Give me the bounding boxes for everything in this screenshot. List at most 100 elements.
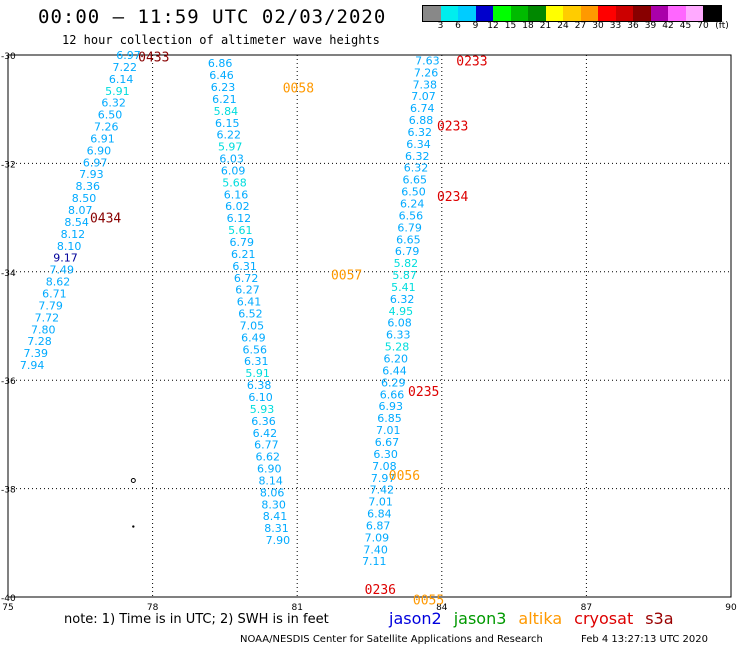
swh-value-label: 6.08 <box>387 317 412 330</box>
y-tick-label: -36 <box>1 377 16 387</box>
swh-value-label: 7.28 <box>27 335 52 348</box>
swh-value-label: 8.30 <box>261 498 286 511</box>
swh-value-label: 6.02 <box>225 200 250 213</box>
y-tick-label: -34 <box>1 269 16 279</box>
scale-tick-label: 42 <box>662 21 674 31</box>
swh-value-label: 5.28 <box>385 341 410 354</box>
swh-value-label: 6.88 <box>409 114 434 127</box>
scale-swatch <box>545 6 563 21</box>
scale-swatch <box>475 6 493 21</box>
swh-value-label: 6.33 <box>386 329 411 342</box>
swh-value-label: 6.84 <box>367 508 392 521</box>
scale-swatch <box>580 6 598 21</box>
swh-value-label: 6.30 <box>373 448 398 461</box>
swh-value-label: 7.79 <box>38 299 63 312</box>
swh-value-label: 7.05 <box>240 319 265 332</box>
track-time-label: 0057 <box>331 269 362 284</box>
y-tick-label: -38 <box>1 486 16 496</box>
swh-value-label: 6.10 <box>248 391 273 404</box>
scale-tick-label: 15 <box>504 21 517 31</box>
plot-frame <box>7 54 732 598</box>
swh-value-label: 6.31 <box>244 355 269 368</box>
swh-value-label: 6.46 <box>209 69 234 82</box>
swh-value-label: 6.38 <box>247 379 272 392</box>
scale-swatch <box>633 6 651 21</box>
swh-value-label: 5.41 <box>391 281 416 294</box>
swh-value-label: 7.63 <box>415 54 440 67</box>
swh-value-label: 6.12 <box>227 212 252 225</box>
swh-value-label: 7.26 <box>94 121 119 134</box>
swh-value-label: 6.56 <box>243 343 268 356</box>
swh-value-label: 8.14 <box>258 474 283 487</box>
color-scale-bar <box>422 5 722 22</box>
swh-value-label: 6.21 <box>212 93 237 106</box>
swh-value-label: 6.52 <box>238 308 263 321</box>
swh-value-label: 6.15 <box>215 117 240 130</box>
x-tick-label: 78 <box>147 603 159 613</box>
swh-value-label: 6.44 <box>382 364 407 377</box>
figure-subtitle: 12 hour collection of altimeter wave hei… <box>62 33 380 47</box>
marker-circle <box>130 477 136 483</box>
swh-value-label: 8.62 <box>46 276 71 289</box>
swh-value-label: 6.56 <box>399 209 424 222</box>
swh-value-label: 8.12 <box>61 228 86 241</box>
swh-value-label: 6.67 <box>375 436 400 449</box>
swh-value-label: 7.93 <box>79 168 104 181</box>
scale-swatch <box>440 6 458 21</box>
swh-value-label: 7.90 <box>266 534 291 547</box>
swh-value-label: 6.71 <box>42 287 67 300</box>
scale-tick-label: 45 <box>679 21 692 31</box>
swh-value-label: 5.91 <box>245 367 270 380</box>
swh-value-label: 7.40 <box>363 543 388 556</box>
swh-value-label: 5.61 <box>228 224 253 237</box>
swh-value-label: 7.11 <box>362 555 387 568</box>
scale-swatch <box>563 6 581 21</box>
legend-jason2: jason2 <box>389 609 442 628</box>
swh-value-label: 6.50 <box>98 109 123 122</box>
swh-value-label: 6.32 <box>101 97 126 110</box>
swh-value-label: 6.42 <box>253 427 278 440</box>
track-time-label: 0236 <box>365 583 396 598</box>
swh-value-label: 7.08 <box>372 460 397 473</box>
satellite-legend: jason2 jason3 altika cryosat s3a <box>389 609 674 628</box>
legend-altika: altika <box>518 609 563 628</box>
scale-tick-label: 21 <box>539 21 552 31</box>
swh-value-label: 8.50 <box>72 192 97 205</box>
swh-value-label: 8.41 <box>263 510 288 523</box>
scale-swatch <box>703 6 721 21</box>
scale-swatch <box>458 6 476 21</box>
swh-value-label: 6.36 <box>251 415 276 428</box>
track-time-label: 0233 <box>456 54 487 69</box>
swh-value-label: 8.07 <box>68 204 93 217</box>
swh-value-label: 7.49 <box>50 264 75 277</box>
swh-value-label: 6.24 <box>400 198 425 211</box>
swh-value-label: 7.07 <box>411 90 436 103</box>
swh-value-label: 8.36 <box>75 180 100 193</box>
track-time-label: 0233 <box>437 119 468 134</box>
swh-value-label: 6.09 <box>221 164 246 177</box>
swh-value-label: 5.93 <box>250 403 275 416</box>
swh-value-label: 7.39 <box>24 347 49 360</box>
track-time-label: 0234 <box>437 190 468 205</box>
swh-value-label: 6.90 <box>87 144 112 157</box>
swh-value-label: 4.95 <box>389 305 414 318</box>
swh-value-label: 6.93 <box>378 400 403 413</box>
track-time-label: 0433 <box>138 51 169 66</box>
swh-value-label: 6.22 <box>217 129 242 142</box>
scale-swatch <box>615 6 633 21</box>
swh-value-label: 6.72 <box>234 272 259 285</box>
y-tick-label: -32 <box>1 160 16 170</box>
swh-value-label: 6.31 <box>232 260 257 273</box>
swh-value-label: 7.01 <box>368 496 393 509</box>
scale-swatch <box>668 6 686 21</box>
marker-dot <box>132 525 135 528</box>
scale-swatch <box>685 6 703 21</box>
swh-value-label: 7.97 <box>371 472 396 485</box>
swh-value-label: 6.79 <box>397 221 422 234</box>
swh-value-label: 5.87 <box>392 269 417 282</box>
swh-value-label: 6.97 <box>116 49 141 62</box>
swh-value-label: 6.23 <box>211 81 236 94</box>
swh-value-label: 7.72 <box>35 311 60 324</box>
